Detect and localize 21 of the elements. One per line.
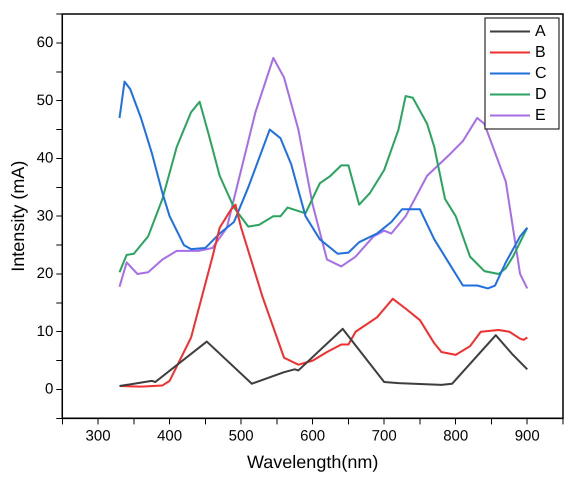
y-tick-label: 50 [36,92,54,109]
y-tick-label: 0 [44,380,54,398]
y-tick-label: 20 [36,265,54,282]
legend-label: C [535,64,547,82]
y-tick-label: 10 [36,322,54,340]
legend-label: B [535,44,546,61]
x-tick-label: 700 [372,428,397,445]
x-tick-label: 900 [514,428,540,445]
x-tick-label: 300 [86,428,111,445]
x-tick-label: 800 [443,428,468,445]
x-tick-label: 500 [228,428,254,445]
legend-label: A [535,22,546,40]
y-tick-label: 60 [36,34,54,52]
legend-label: E [535,106,546,124]
legend-label: D [535,86,547,103]
y-tick-label: 30 [36,207,54,224]
y-tick-label: 40 [36,150,54,167]
y-axis-title: Intensity (mA) [8,160,28,272]
x-axis-title: Wavelength(nm) [246,452,378,472]
x-tick-label: 600 [300,428,326,445]
x-tick-label: 400 [157,428,182,445]
